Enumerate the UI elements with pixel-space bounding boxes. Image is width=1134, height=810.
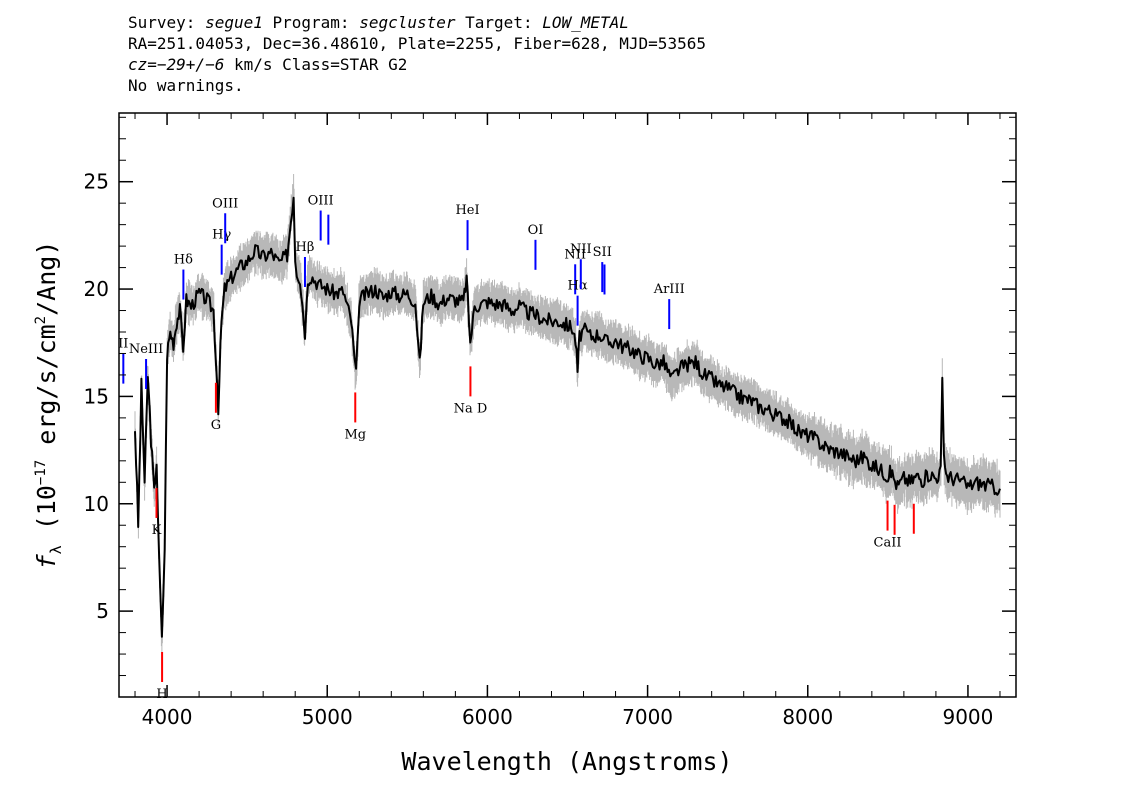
absorption-label-1: H: [156, 687, 167, 702]
x-tick-label-5: 9000: [942, 705, 993, 729]
cz-rest: km/s Class=STAR G2: [224, 55, 408, 74]
emission-label-4: OIII: [212, 196, 238, 211]
y-label-part1: (10: [32, 485, 61, 545]
absorption-label-4: Na D: [454, 401, 488, 416]
y-tick-label-1: 10: [84, 492, 109, 516]
raw-spectrum-layer: [134, 174, 1001, 663]
emission-label-2: Hδ: [174, 253, 193, 268]
absorption-label-0: K: [152, 523, 162, 538]
emission-label-13: SII: [593, 245, 612, 260]
plot-frame: [118, 112, 1017, 698]
survey-value: segue1: [205, 13, 263, 32]
y-tick-label-3: 20: [84, 277, 109, 301]
emission-label-1: NeIII: [129, 342, 163, 357]
emission-label-5: Hβ: [296, 240, 315, 255]
y-label-f: f: [32, 553, 61, 569]
y-label-exp: −17: [33, 460, 49, 485]
emission-label-9: OI: [528, 223, 544, 238]
emission-label-10: NII: [564, 247, 586, 262]
axis-ticks: 4000 5000 6000 7000 8000 9000 5 10 15 20 25: [84, 113, 1016, 729]
y-label-part2: erg/s/cm: [32, 324, 61, 459]
target-label: Target:: [455, 13, 543, 32]
x-tick-label-4: 8000: [782, 705, 833, 729]
emission-label-6: OIII: [308, 194, 334, 209]
target-value: LOW_METAL: [542, 13, 629, 32]
smoothed-spectrum-line: [134, 196, 1001, 638]
survey-label: Survey:: [128, 13, 206, 32]
absorption-label-2: G: [211, 418, 221, 433]
x-tick-label-2: 6000: [462, 705, 513, 729]
x-tick-label-0: 4000: [142, 705, 193, 729]
x-axis-label: Wavelength (Angstroms): [401, 747, 732, 776]
y-axis-label: fλ (10−17 erg/s/cm2/Ang): [32, 241, 65, 570]
emission-label-0: II: [118, 337, 128, 352]
header-line-4: No warnings.: [128, 76, 244, 95]
y-label-lambda: λ: [47, 545, 65, 554]
program-label: Program:: [262, 13, 360, 32]
y-tick-label-2: 15: [84, 384, 109, 408]
emission-label-11: Hα: [568, 279, 588, 294]
y-label-exp2: 2: [33, 316, 49, 324]
chart-header: Survey: segue1 Program: segcluster Targe…: [128, 12, 706, 96]
y-tick-label-0: 5: [96, 599, 109, 623]
emission-label-8: HeI: [455, 203, 479, 218]
emission-label-3: Hγ: [212, 228, 231, 243]
x-tick-label-3: 7000: [622, 705, 673, 729]
cz-label: cz: [128, 55, 148, 74]
y-tick-label-4: 25: [84, 170, 109, 194]
cz-value: =−29+/−6: [147, 55, 225, 74]
smoothed-spectrum-layer: [134, 196, 1001, 638]
header-line-1: Survey: segue1 Program: segcluster Targe…: [128, 12, 706, 33]
y-label-part3: /Ang): [32, 241, 61, 316]
header-line-3: cz=−29+/−6 km/s Class=STAR G2: [128, 54, 706, 75]
x-tick-label-1: 5000: [302, 705, 353, 729]
absorption-label-3: Mg: [344, 427, 366, 442]
emission-label-12: NII: [570, 242, 592, 257]
header-line-2: RA=251.04053, Dec=36.48610, Plate=2255, …: [128, 34, 706, 53]
emission-label-15: ArIII: [653, 282, 685, 297]
program-value: segcluster: [359, 13, 456, 32]
absorption-label-5: CaII: [874, 536, 902, 551]
